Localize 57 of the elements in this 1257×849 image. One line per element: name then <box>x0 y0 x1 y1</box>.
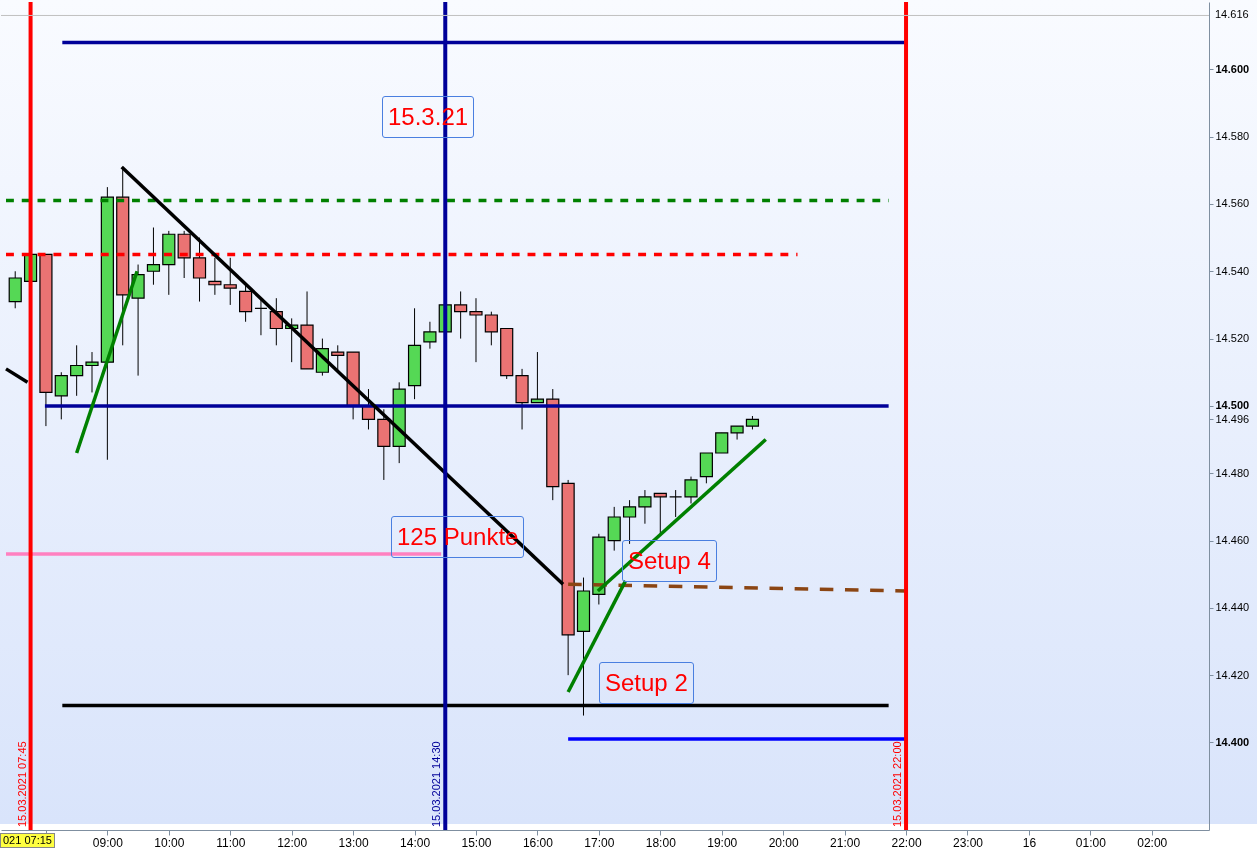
x-tick-label: 13:00 <box>338 835 369 849</box>
y-tick-label: 14.580 <box>1215 130 1250 143</box>
x-tick-label: 19:00 <box>707 835 738 849</box>
x-tick-label: 02:00 <box>1137 835 1168 849</box>
ref-line-label: 14.616 <box>1215 8 1249 21</box>
y-tick-label: 14.460 <box>1215 534 1250 547</box>
candlestick <box>638 489 652 525</box>
x-tick-label: 22:00 <box>891 835 922 849</box>
candlestick <box>70 344 84 397</box>
ref-line-label: 15.03.2021 22:00 <box>891 741 904 827</box>
x-tick-label: 09:00 <box>92 835 124 849</box>
x-tick-label: 14:00 <box>400 835 431 849</box>
y-tick-label: 14.540 <box>1215 264 1250 277</box>
x-tick-label: 10:00 <box>154 835 185 849</box>
x-tick-label: 18:00 <box>645 835 677 849</box>
text: 021 07:15 <box>0 833 55 848</box>
x-tick-label: 11:00 <box>216 835 246 849</box>
x-tick-label: 17:00 <box>584 835 615 849</box>
x-tick-label: 23:00 <box>952 835 984 849</box>
candlestick <box>669 489 683 518</box>
annotation: Setup 2 <box>599 662 694 704</box>
candlestick <box>715 432 729 454</box>
x-tick-label: 01:00 <box>1075 835 1107 849</box>
candlestick <box>469 297 483 363</box>
candlestick <box>730 425 744 441</box>
candlestick <box>423 321 437 350</box>
y-tick-label: 14.480 <box>1215 466 1250 479</box>
x-tick-label: 16 <box>1022 835 1037 849</box>
candlestick <box>146 227 161 286</box>
y-tick-label: 14.500 <box>1215 399 1250 412</box>
annotation: Setup 4 <box>622 540 717 582</box>
candlestick <box>239 284 253 323</box>
x-tick-label: 16:00 <box>522 835 554 849</box>
y-tick-label: 14.420 <box>1215 668 1250 681</box>
y-tick-label: 14.600 <box>1215 62 1250 75</box>
x-tick-label: 21:00 <box>830 835 861 849</box>
ref-line-label: 15.03.2021 07:45 <box>15 741 28 827</box>
candlestick <box>54 371 68 420</box>
candlestick <box>622 499 637 545</box>
ref-line-label: 15.03.2021 14:30 <box>430 741 443 827</box>
candlestick <box>607 506 621 552</box>
candlestick <box>85 351 99 393</box>
y-tick-label: 14.400 <box>1215 735 1250 748</box>
y-tick-label: 14.560 <box>1215 197 1250 210</box>
y-tick-label: 14.440 <box>1215 601 1250 614</box>
candlestick <box>699 452 713 484</box>
candlestick <box>208 257 222 296</box>
y-tick-label: 14.520 <box>1215 332 1250 345</box>
x-tick-label: 15:00 <box>461 835 492 849</box>
candlestick <box>684 476 698 505</box>
candlestick <box>454 290 468 340</box>
candlestick <box>223 257 237 306</box>
x-tick-label: 12:00 <box>277 835 308 849</box>
y-tick-label: 14.496 <box>1215 412 1250 425</box>
candlestick <box>8 270 22 309</box>
x-tick-label: 20:00 <box>768 835 799 849</box>
candlestick <box>484 311 498 346</box>
